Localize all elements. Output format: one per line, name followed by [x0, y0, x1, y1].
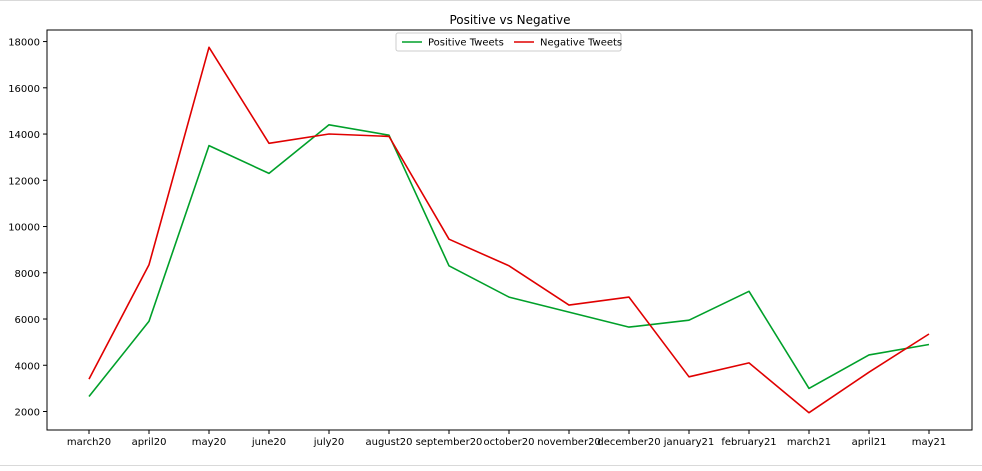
y-tick-label: 18000	[8, 38, 40, 49]
series-lines	[88, 46, 930, 414]
x-tick-label: march21	[787, 437, 831, 448]
plot-frame	[46, 29, 973, 431]
x-tick-label: september20	[416, 437, 483, 448]
series-line-negative	[88, 46, 930, 414]
x-tick-label: october20	[484, 437, 535, 448]
x-tick-label: november20	[537, 437, 601, 448]
x-tick-label: january21	[663, 437, 714, 448]
x-tick-label: march20	[67, 437, 111, 448]
x-tick-label: june20	[251, 437, 286, 448]
x-tick-label: august20	[365, 437, 412, 448]
y-tick-label: 12000	[8, 176, 40, 187]
y-tick-label: 14000	[8, 130, 40, 141]
y-tick-label: 6000	[15, 315, 40, 326]
legend-label: Negative Tweets	[540, 38, 622, 49]
x-tick-label: february21	[721, 437, 776, 448]
x-tick-label: may21	[912, 437, 947, 448]
y-tick-label: 10000	[8, 223, 40, 234]
x-tick-label: april21	[852, 437, 887, 448]
y-tick-label: 8000	[15, 269, 40, 280]
x-tick-label: december20	[597, 437, 660, 448]
x-tick-label: may20	[192, 437, 227, 448]
chart-title: Positive vs Negative	[449, 13, 570, 27]
x-tick-label: april20	[132, 437, 167, 448]
legend: Positive Tweets Negative Tweets	[395, 32, 622, 52]
series-line-positive	[88, 124, 930, 397]
legend-label: Positive Tweets	[428, 38, 504, 49]
y-tick-label: 4000	[15, 361, 40, 372]
x-tick-label: july20	[313, 437, 345, 448]
x-axis: march20 april20 may20 june20 july20 august20 s…	[67, 430, 946, 448]
legend-box	[395, 32, 622, 52]
y-tick-label: 16000	[8, 84, 40, 95]
y-tick-label: 2000	[15, 408, 40, 419]
y-axis: 2000 4000 6000 8000 10000 12000 14000 16000 1800…	[8, 38, 47, 419]
